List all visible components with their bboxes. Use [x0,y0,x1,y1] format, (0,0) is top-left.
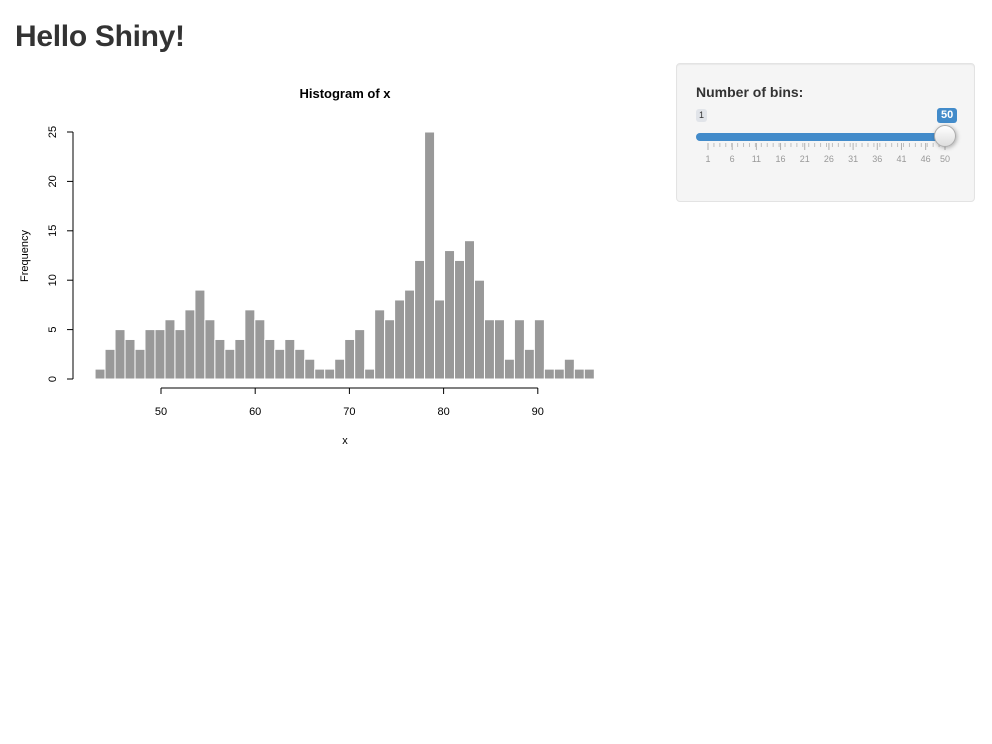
histogram-bar [124,338,136,380]
page-title: Hello Shiny! [15,20,185,53]
histogram-bar [404,289,416,380]
y-tick-label: 15 [47,225,59,237]
y-tick-label: 0 [47,376,59,382]
x-tick-label: 50 [155,406,167,418]
y-tick-label: 20 [47,175,59,187]
chart-title: Histogram of x [299,86,391,101]
histogram-bar [324,368,336,380]
x-tick-label: 90 [532,406,544,418]
y-axis-label: Frequency [19,230,31,282]
bins-slider-track[interactable] [696,133,948,141]
histogram-bar [244,309,256,380]
histogram-bar [483,319,495,380]
histogram-bar [184,309,196,380]
histogram-bar [154,329,166,380]
bins-slider-label: Number of bins: [696,84,804,100]
slider-tick-label: 31 [848,154,858,164]
slider-tick-label: 11 [752,154,761,164]
histogram-bar [503,358,515,380]
histogram-plot: 50 60 70 80 90 0 5 10 15 20 25 Histogram of x x F… [19,86,595,447]
histogram-bar [134,348,146,380]
slider-tick-label: 36 [872,154,882,164]
slider-tick-label: 41 [896,154,906,164]
histogram-bar [493,319,505,380]
histogram-bar [284,338,296,380]
histogram-bar [214,338,226,380]
x-tick-label: 80 [437,406,449,418]
histogram-bar [234,338,246,380]
y-tick-label: 25 [47,126,59,138]
histogram-bars [94,131,595,380]
slider-grid: 1 6 11 16 21 26 31 36 41 46 50 [705,143,950,164]
histogram-bar [304,358,316,380]
histogram-bar [204,319,216,380]
histogram-bar [454,259,466,380]
histogram-bar [294,348,306,380]
histogram-bar [164,319,176,380]
y-tick-label: 5 [47,327,59,333]
slider-tick-label: 6 [730,154,735,164]
histogram-bar [374,309,386,380]
histogram-bar [523,348,535,380]
histogram-bar [94,368,106,380]
slider-tick-label: 26 [824,154,834,164]
x-tick-label: 70 [343,406,355,418]
histogram-bar [583,368,595,380]
y-tick-label: 10 [47,274,59,286]
histogram-bar [424,131,436,380]
y-axis: 0 5 10 15 20 25 [47,126,74,382]
histogram-bar [444,250,456,380]
slider-tick-label: 46 [921,154,931,164]
histogram-bar [334,358,346,380]
histogram-bar [344,338,356,380]
histogram-bar [473,279,485,380]
histogram-bar [364,368,376,380]
slider-tick-label: 50 [940,154,950,164]
histogram-bar [254,319,266,380]
histogram-bar [464,240,475,380]
histogram-bar [533,319,545,380]
histogram-bar [314,368,326,380]
slider-tick-label: 21 [800,154,810,164]
histogram-bar [513,319,525,380]
histogram-bar [104,348,116,380]
histogram-bar [274,348,286,380]
bins-slider-handle[interactable] [934,125,956,147]
x-tick-label: 60 [249,406,261,418]
histogram-bar [174,329,186,380]
slider-min-label: 1 [696,109,708,122]
slider-tick-label: 1 [705,154,710,164]
histogram-bar [114,329,126,380]
histogram-bar [354,329,366,380]
slider-tick-label: 16 [776,154,786,164]
histogram-bar [573,368,585,380]
histogram-bar [394,299,406,380]
histogram-bar [414,259,426,380]
histogram-bar [553,368,565,380]
x-axis: 50 60 70 80 90 [155,387,544,418]
histogram-bar [543,368,555,380]
histogram-bar [563,358,575,380]
histogram-bar [224,348,236,380]
sidebar-panel: 1 6 11 16 21 26 31 36 41 46 50 Number of bins: 1 5… [676,63,975,202]
histogram-bar [194,289,206,380]
histogram-bar [384,319,396,380]
x-axis-label: x [342,435,348,447]
bins-slider-fill [696,133,948,141]
histogram-bar [144,329,156,380]
histogram-bar [264,338,276,380]
histogram-bar [434,299,446,380]
slider-value-label: 50 [937,108,958,123]
